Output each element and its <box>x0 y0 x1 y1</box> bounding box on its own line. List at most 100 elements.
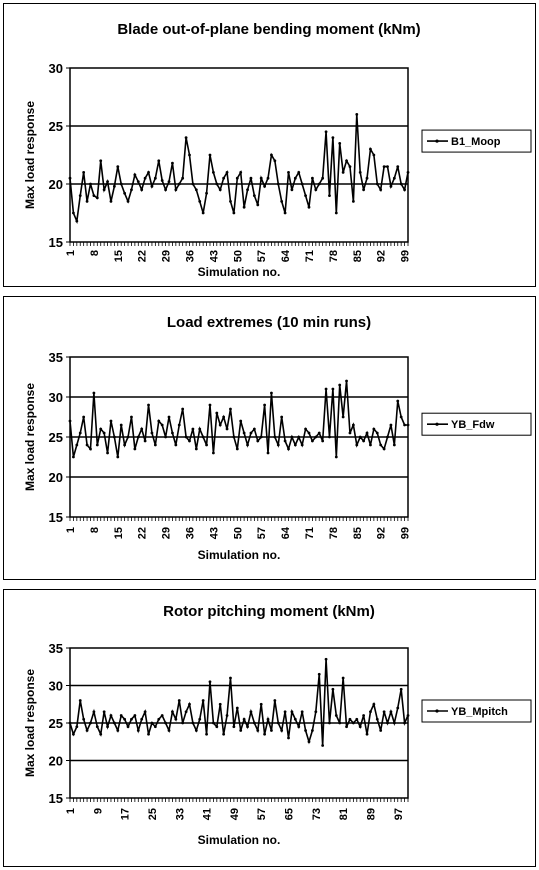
data-point <box>375 431 379 435</box>
data-point <box>102 710 106 714</box>
data-point <box>362 714 366 717</box>
data-point <box>150 721 154 725</box>
data-point <box>82 415 86 419</box>
data-point <box>119 182 123 186</box>
chart-panel-3: Rotor pitching moment (kNm) 15 20 25 30 35 Max… <box>3 589 536 867</box>
data-point <box>287 736 290 740</box>
data-point <box>239 729 243 732</box>
data-point <box>242 205 246 209</box>
data-point <box>92 194 96 198</box>
data-point <box>259 435 263 439</box>
data-point <box>242 717 246 721</box>
data-point <box>341 676 345 680</box>
data-point <box>222 732 226 736</box>
data-point <box>270 391 273 395</box>
x-tick-label: 15 <box>113 527 125 539</box>
data-point <box>348 165 352 169</box>
legend-box <box>421 129 532 153</box>
legend: YB_Fdw <box>421 412 532 436</box>
data-point <box>365 732 369 736</box>
x-tick-label: 97 <box>393 808 405 820</box>
y-tick-label: 30 <box>49 61 63 76</box>
data-point <box>392 176 396 180</box>
data-point <box>164 721 167 725</box>
data-point <box>164 435 167 439</box>
x-tick-label: 29 <box>161 527 173 539</box>
y-tick-label: 35 <box>49 641 63 656</box>
data-point <box>242 431 246 435</box>
chart-panel-2: Load extremes (10 min runs) 15 20 25 30 35 Max… <box>3 296 536 580</box>
data-point <box>382 165 386 169</box>
data-point <box>293 176 297 180</box>
data-point <box>177 699 181 702</box>
x-tick-label: 99 <box>400 527 412 539</box>
data-point <box>68 176 72 180</box>
data-point <box>252 194 256 198</box>
data-point <box>99 159 103 163</box>
data-point <box>314 435 318 439</box>
data-point <box>130 717 133 721</box>
x-tick-label: 50 <box>232 527 244 539</box>
data-point <box>290 435 294 439</box>
x-tick-label: 71 <box>304 250 316 262</box>
data-point <box>382 710 386 714</box>
data-point <box>307 431 311 435</box>
data-point <box>205 191 208 195</box>
data-point <box>181 407 185 411</box>
data-point <box>324 130 328 134</box>
data-point <box>358 435 362 439</box>
data-point <box>171 431 174 435</box>
data-point <box>321 439 325 443</box>
data-point <box>143 176 147 180</box>
data-point <box>403 188 406 192</box>
data-point <box>225 427 229 431</box>
data-point <box>140 427 144 431</box>
data-point <box>174 188 178 192</box>
data-point <box>324 657 328 661</box>
x-tick-label: 73 <box>311 808 323 820</box>
data-point <box>379 443 383 447</box>
data-point <box>314 188 318 192</box>
data-point <box>334 211 338 215</box>
data-point <box>208 153 212 157</box>
data-point <box>355 717 359 721</box>
data-point <box>297 435 301 439</box>
data-point <box>194 447 198 451</box>
data-point <box>150 431 154 435</box>
data-point <box>386 721 389 725</box>
data-point <box>75 443 79 447</box>
data-point <box>362 439 366 443</box>
x-tick-label: 57 <box>256 808 268 820</box>
data-point <box>218 188 222 192</box>
data-point <box>249 176 253 180</box>
data-point <box>130 415 133 419</box>
data-point <box>116 729 120 732</box>
data-point <box>153 725 157 729</box>
y-tick-label: 20 <box>49 177 63 192</box>
data-point <box>392 443 396 447</box>
y-axis-label: Max load response <box>23 101 37 209</box>
x-tick-label: 25 <box>147 808 159 820</box>
data-point <box>280 729 284 732</box>
data-point <box>372 153 376 157</box>
data-point <box>119 714 123 717</box>
x-tick-label: 92 <box>376 250 388 262</box>
data-point <box>304 427 307 431</box>
data-point <box>147 732 150 736</box>
data-point <box>287 447 290 451</box>
data-point <box>78 194 82 198</box>
data-point <box>177 182 181 186</box>
y-axis-label: Max load response <box>23 383 37 491</box>
data-point <box>126 725 130 729</box>
data-point <box>99 427 103 431</box>
legend-marker <box>435 709 439 713</box>
data-point <box>256 203 260 207</box>
y-tick-label: 25 <box>49 430 63 445</box>
y-tick-label: 20 <box>49 754 63 769</box>
data-point <box>222 415 226 419</box>
data-point <box>372 427 376 431</box>
data-point <box>143 710 147 714</box>
data-point <box>167 415 171 419</box>
data-point <box>355 113 359 116</box>
chart-panel-1: Blade out-of-plane bending moment (kNm) 1… <box>3 3 536 287</box>
